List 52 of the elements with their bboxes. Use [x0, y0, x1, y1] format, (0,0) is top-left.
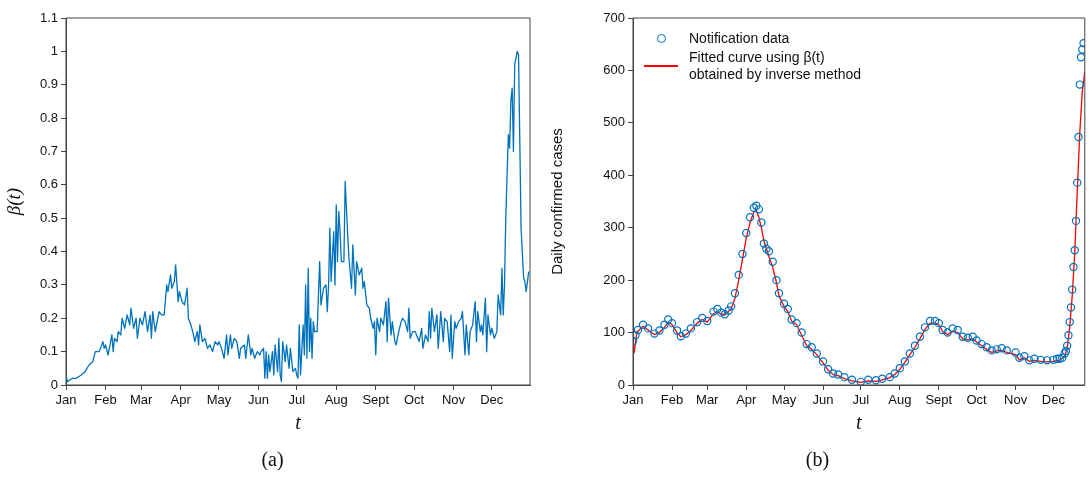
text: (b)	[804, 448, 831, 471]
x-tick-label: Feb	[94, 392, 117, 408]
y-tick-label: 0	[50, 376, 58, 392]
x-tick-label: Apr	[736, 392, 758, 408]
x-tick-label: Feb	[660, 392, 684, 408]
y-tick-label: 0.2	[39, 309, 58, 325]
y-tick-label: 0.6	[39, 176, 58, 192]
y-axis-title: Daily confirmed cases	[548, 128, 566, 275]
x-tick-label: May	[771, 392, 797, 408]
y-tick-label: 0	[617, 376, 625, 392]
y-tick-label: 0.9	[39, 76, 58, 92]
x-axis-title: t	[295, 411, 302, 434]
y-tick-label: 400	[603, 166, 625, 182]
x-tick-label: Mar	[130, 392, 154, 408]
x-tick-label: Aug	[888, 392, 912, 408]
x-tick-label: Oct	[966, 392, 988, 408]
x-tick-label: Nov	[1004, 392, 1028, 408]
x-tick-label: Jul	[288, 392, 306, 408]
x-tick-label: Nov	[441, 392, 466, 408]
x-tick-label: Apr	[170, 392, 192, 408]
x-tick-label: Oct	[403, 392, 425, 408]
y-tick-label: 0.7	[39, 143, 58, 159]
x-tick-label: Sept	[925, 392, 953, 408]
y-tick-label: 0.1	[39, 343, 58, 359]
text: (a)	[260, 448, 285, 471]
y-tick-label: 500	[603, 114, 625, 130]
x-tick-label: Jul	[852, 392, 870, 408]
y-tick-label: 300	[603, 219, 625, 235]
y-tick-label: 100	[603, 324, 625, 340]
y-tick-label: 0.5	[39, 209, 58, 225]
x-tick-label: May	[206, 392, 232, 408]
y-tick-label: 0.3	[39, 276, 58, 292]
x-tick-label: Aug	[324, 392, 348, 408]
x-tick-label: Jan	[55, 392, 77, 408]
y-tick-label: 200	[603, 271, 625, 287]
x-tick-label: Jun	[248, 392, 269, 408]
x-tick-label: Jan	[622, 392, 644, 408]
y-tick-label: 700	[603, 9, 625, 25]
legend-label: Fitted curve using β(t) obtained by inverse method	[689, 49, 862, 83]
y-tick-label: 0.8	[39, 109, 58, 125]
y-tick-label: 1.1	[39, 9, 58, 25]
x-tick-label: Dec	[480, 392, 504, 408]
x-tick-label: Dec	[1041, 392, 1066, 408]
y-tick-label: 0.4	[39, 243, 58, 259]
y-tick-label: 1	[50, 42, 58, 58]
legend-label: Notification data	[689, 30, 790, 47]
x-axis-title: t	[856, 411, 863, 434]
x-tick-label: Sept	[362, 392, 390, 408]
y-tick-label: 600	[603, 62, 625, 78]
y-axis-title: β(t)	[3, 187, 26, 217]
x-tick-label: Jun	[812, 392, 834, 408]
x-tick-label: Mar	[696, 392, 720, 408]
